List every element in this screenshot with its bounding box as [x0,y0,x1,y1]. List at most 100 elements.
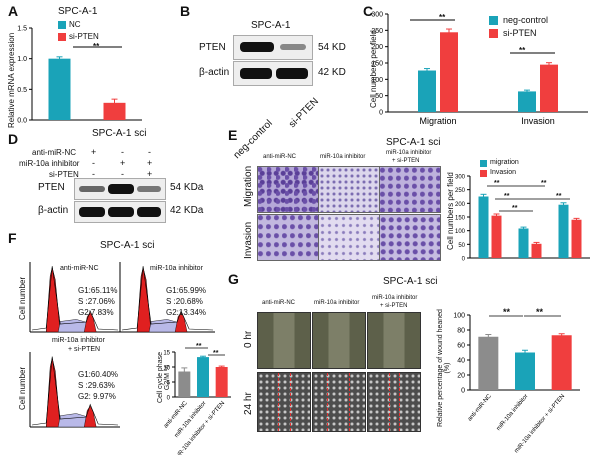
panel-d-label: D [8,131,19,147]
panel-b-kd-pten: 54 KD [318,42,346,53]
panel-g-label: G [228,271,239,287]
panel-e-sig-4: ** [556,193,562,200]
hist-1-g2: G2:7.83% [78,308,114,317]
band-b-actin-si [276,68,308,79]
panel-d-kd-actin: 42 KDa [170,205,204,216]
legend-swatch-si-pten [58,33,66,41]
bar [540,64,558,112]
y-tick-label: 100 [371,77,383,84]
y-tick-label: 50 [375,93,383,100]
wound-0hr-3 [367,312,421,369]
panel-b-label: B [180,3,191,19]
panel-e-col-3a: miR-10a inhibitor [386,150,432,156]
panel-f-sig-2: ** [213,350,219,357]
y-tick-label: 0.5 [17,87,27,94]
panel-g-col-3b: + si-PTEN [380,303,408,309]
y-tick-label: 20 [457,373,465,380]
bar [103,102,126,120]
band-b-pten-nc [240,42,274,52]
panel-d-kd-pten: 54 KDa [170,182,204,193]
legend-swatch-invasion [480,170,487,177]
micro-invasion-2 [318,214,380,261]
panel-e-sig-3: ** [504,193,510,200]
micro-migration-2 [318,166,380,213]
mark-1-1: + [120,158,126,168]
y-tick-label: 15 [163,351,170,357]
hist-trace [31,266,119,331]
y-tick-label: 80 [457,328,465,335]
mark-0-1: - [121,147,124,157]
y-tick-label: 0.0 [17,118,27,125]
panel-g-title: SPC-A-1 sci [383,276,438,287]
hist-2-title: miR-10a inhibitor [150,265,203,272]
panel-g-sig-1: ** [503,307,511,317]
panel-a-title: SPC-A-1 [58,6,98,17]
mark-0-0: + [91,147,97,157]
wound-edge-line [349,373,351,431]
wound-edge-line [327,373,329,431]
band-d-actin-2 [108,207,134,217]
panel-b-kd-actin: 42 KD [318,67,346,78]
wound-edge-line [389,373,391,431]
mark-1-2: + [147,158,153,168]
cond-anti-mir-nc: anti-miR-NC [32,148,76,157]
panel-a-label: A [8,3,19,19]
wound-24hr-3 [367,372,421,432]
panel-b-row-actin: β-actin [199,67,230,78]
panel-e-sig-2: ** [541,180,547,187]
bar [515,352,535,390]
mark-1-0: - [92,158,95,168]
micro-invasion-1 [257,214,319,261]
panel-e-col-3b: + si-PTEN [392,158,420,164]
hist-3-s: S :29.63% [78,381,115,390]
y-tick-label: 100 [453,313,465,320]
bar [571,219,582,258]
mark-2-2: + [147,169,153,179]
panel-b-row-pten: PTEN [199,42,226,53]
legend-swatch-neg-control [489,16,498,25]
legend-label-nc: NC [69,20,81,29]
g2-peak [174,312,188,333]
y-tick-label: 200 [455,202,466,208]
panel-a-sig: ** [93,42,100,51]
bar [197,357,209,397]
y-tick-label: 100 [455,229,466,235]
band-b-pten-si [280,44,306,50]
panel-e-sig-5: ** [512,205,518,212]
blot-d-actin [74,201,166,223]
panel-e-label: E [228,127,238,143]
legend-label-si-pten: si-PTEN [69,32,99,41]
legend-swatch-migration [480,160,487,167]
band-d-actin-3 [137,207,161,217]
x-tick-label: anti-miR-NC [467,393,493,423]
y-tick-label: 1.5 [17,26,27,33]
y-tick-label: 5 [167,381,171,387]
panel-e-col-1: anti-miR-NC [263,154,296,160]
y-tick-label: 300 [371,12,383,19]
blot-b-actin [233,61,313,86]
panel-g-col-1: anti-miR-NC [262,300,295,306]
mark-2-0: - [92,169,95,179]
hist-2-s: S :20.68% [166,297,203,306]
bar [551,335,572,390]
panel-g-col-2: miR-10a inhibitor [314,300,360,306]
panel-b-title: SPC-A-1 [251,20,291,31]
panel-g-sig-2: ** [536,307,544,317]
wound-0hr-2 [312,312,366,369]
x-tick-label: miR-10a inhibitor [496,393,530,432]
wound-24hr-2 [312,372,366,432]
bar [215,367,228,397]
y-tick-label: 250 [455,188,466,194]
hist-3-title: miR-10a inhibitor [52,337,105,344]
panel-e-sig-1: ** [494,180,500,187]
hist-3-g2: G2: 9.97% [78,392,116,401]
band-d-pten-3 [137,186,161,192]
bar [478,336,499,390]
band-d-actin-1 [79,207,105,217]
panel-g-ylabel: Relative percentage of wound heaned (%) [437,309,451,427]
bar [418,70,436,112]
